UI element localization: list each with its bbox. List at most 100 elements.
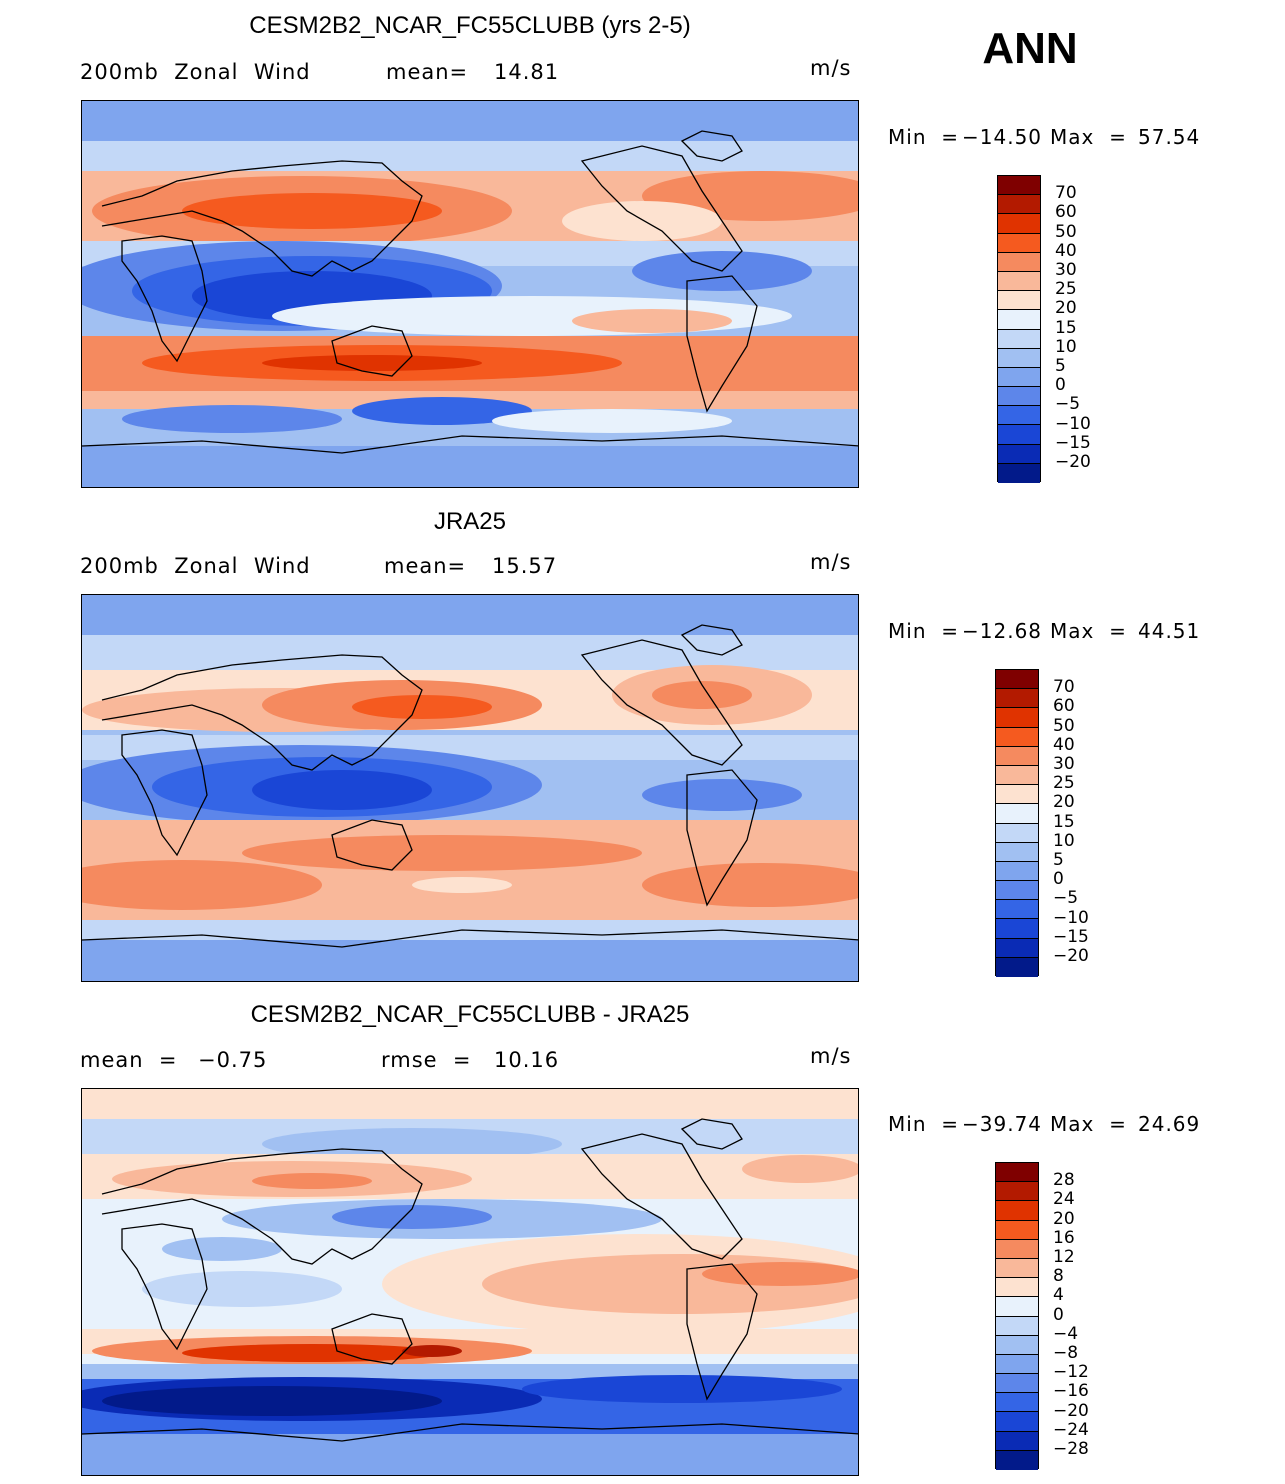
panel-3-max-label: Max = bbox=[1050, 1112, 1127, 1136]
colorbar-tick-label: −10 bbox=[1055, 413, 1091, 434]
colorbar-tick-label: 40 bbox=[1053, 734, 1075, 755]
colorbar-segment bbox=[996, 785, 1038, 805]
colorbar-segment bbox=[996, 1354, 1038, 1375]
colorbar-segment bbox=[998, 348, 1040, 368]
colorbar-segment bbox=[998, 444, 1040, 464]
colorbar-segment bbox=[996, 1258, 1038, 1279]
colorbar-tick-label: 70 bbox=[1055, 183, 1077, 204]
colorbar-tick-label: 40 bbox=[1055, 240, 1077, 261]
panel-2-variable-label: 200mb Zonal Wind bbox=[80, 554, 311, 578]
panel-1-mean-label: mean= bbox=[386, 60, 469, 84]
colorbar-tick-label: −5 bbox=[1053, 888, 1079, 909]
colorbar-segment bbox=[996, 765, 1038, 786]
panel-3-coastlines bbox=[82, 1118, 858, 1442]
panel-2-title: JRA25 bbox=[433, 508, 507, 535]
panel-3-units: m/s bbox=[810, 1044, 852, 1068]
colorbar-segment bbox=[996, 1239, 1038, 1259]
colorbar-segment bbox=[996, 708, 1038, 728]
panel-1-colorbar bbox=[997, 175, 1041, 483]
panel-2-units: m/s bbox=[810, 550, 852, 574]
panel-2-contour-plot bbox=[82, 595, 858, 981]
colorbar-tick-label: −24 bbox=[1053, 1419, 1089, 1440]
panel-3-mean-value: −0.75 bbox=[198, 1048, 268, 1072]
colorbar-tick-label: −8 bbox=[1053, 1343, 1079, 1363]
colorbar-segment bbox=[996, 1431, 1038, 1451]
colorbar-segment bbox=[998, 233, 1040, 253]
colorbar-segment bbox=[996, 919, 1038, 939]
panel-3-rmse-value: 10.16 bbox=[494, 1048, 560, 1072]
colorbar-segment bbox=[998, 271, 1040, 292]
colorbar-segment bbox=[998, 176, 1040, 196]
panel-1-coastlines bbox=[82, 130, 858, 454]
colorbar-tick-label: 50 bbox=[1053, 715, 1075, 736]
panel-2-map bbox=[81, 594, 859, 982]
colorbar-tick-label: 4 bbox=[1053, 1285, 1064, 1306]
colorbar-segment bbox=[996, 1316, 1038, 1336]
panel-2-colorbar bbox=[995, 669, 1039, 977]
panel-2-mean-value: 15.57 bbox=[492, 554, 558, 578]
panel-1-max-value: 57.54 bbox=[1138, 125, 1201, 149]
colorbar-segment bbox=[996, 1220, 1038, 1240]
colorbar-tick-label: 10 bbox=[1053, 830, 1075, 851]
colorbar-segment bbox=[996, 861, 1038, 882]
colorbar-tick-label: −12 bbox=[1053, 1362, 1089, 1383]
colorbar-segment bbox=[996, 1374, 1038, 1394]
colorbar-tick-label: 25 bbox=[1055, 279, 1077, 300]
colorbar-tick-label: −15 bbox=[1053, 926, 1089, 947]
colorbar-tick-label: 28 bbox=[1053, 1170, 1075, 1191]
colorbar-tick-label: −4 bbox=[1053, 1323, 1079, 1344]
colorbar-segment bbox=[998, 463, 1040, 483]
colorbar-segment bbox=[996, 1335, 1038, 1355]
panel-1-min-value: −14.50 bbox=[962, 125, 1043, 149]
panel-3-rmse-label: rmse = bbox=[381, 1048, 472, 1072]
colorbar-tick-label: 20 bbox=[1053, 1208, 1075, 1229]
colorbar-segment bbox=[996, 746, 1038, 766]
colorbar-segment bbox=[998, 329, 1040, 349]
colorbar-segment bbox=[996, 1393, 1038, 1413]
panel-3-min-label: Min = bbox=[888, 1112, 959, 1136]
colorbar-segment bbox=[998, 310, 1040, 330]
colorbar-segment bbox=[998, 214, 1040, 234]
colorbar-tick-label: 20 bbox=[1055, 298, 1077, 319]
colorbar-tick-label: 25 bbox=[1053, 773, 1075, 794]
colorbar-segment bbox=[998, 425, 1040, 445]
colorbar-segment bbox=[996, 1297, 1038, 1317]
colorbar-tick-label: 30 bbox=[1055, 260, 1077, 280]
panel-3-min-value: −39.74 bbox=[962, 1112, 1043, 1136]
colorbar-tick-label: −20 bbox=[1055, 452, 1091, 472]
panel-1-map bbox=[81, 100, 859, 488]
colorbar-tick-label: 50 bbox=[1055, 221, 1077, 242]
colorbar-tick-label: 16 bbox=[1053, 1227, 1075, 1248]
colorbar-segment bbox=[996, 1278, 1038, 1298]
colorbar-tick-label: 10 bbox=[1055, 336, 1077, 357]
colorbar-tick-label: 24 bbox=[1053, 1189, 1075, 1210]
colorbar-tick-label: −5 bbox=[1055, 394, 1081, 415]
panel-1-min-label: Min = bbox=[888, 125, 959, 149]
colorbar-segment bbox=[996, 881, 1038, 901]
panel-1-variable-label: 200mb Zonal Wind bbox=[80, 60, 311, 84]
colorbar-tick-label: 0 bbox=[1055, 375, 1066, 396]
colorbar-segment bbox=[996, 1450, 1038, 1470]
colorbar-segment bbox=[996, 957, 1038, 977]
colorbar-segment bbox=[996, 938, 1038, 958]
colorbar-segment bbox=[996, 1201, 1038, 1221]
colorbar-tick-label: −28 bbox=[1053, 1439, 1089, 1459]
colorbar-segment bbox=[996, 1182, 1038, 1202]
colorbar-segment bbox=[998, 387, 1040, 407]
colorbar-segment bbox=[996, 1412, 1038, 1432]
panel-2-min-label: Min = bbox=[888, 619, 959, 643]
panel-1-max-label: Max = bbox=[1050, 125, 1127, 149]
colorbar-segment bbox=[998, 195, 1040, 215]
colorbar-segment bbox=[998, 291, 1040, 311]
panel-3-map bbox=[81, 1088, 859, 1476]
colorbar-segment bbox=[996, 823, 1038, 843]
colorbar-tick-label: 8 bbox=[1053, 1266, 1064, 1287]
colorbar-segment bbox=[996, 689, 1038, 709]
panel-1-contour-plot bbox=[82, 101, 858, 487]
panel-3-title: CESM2B2_NCAR_FC55CLUBB - JRA25 bbox=[250, 1001, 690, 1028]
panel-1-units: m/s bbox=[810, 56, 852, 80]
colorbar-tick-label: 5 bbox=[1053, 850, 1064, 870]
panel-2-min-value: −12.68 bbox=[962, 619, 1043, 643]
colorbar-segment bbox=[996, 1163, 1038, 1183]
panel-2-max-label: Max = bbox=[1050, 619, 1127, 643]
